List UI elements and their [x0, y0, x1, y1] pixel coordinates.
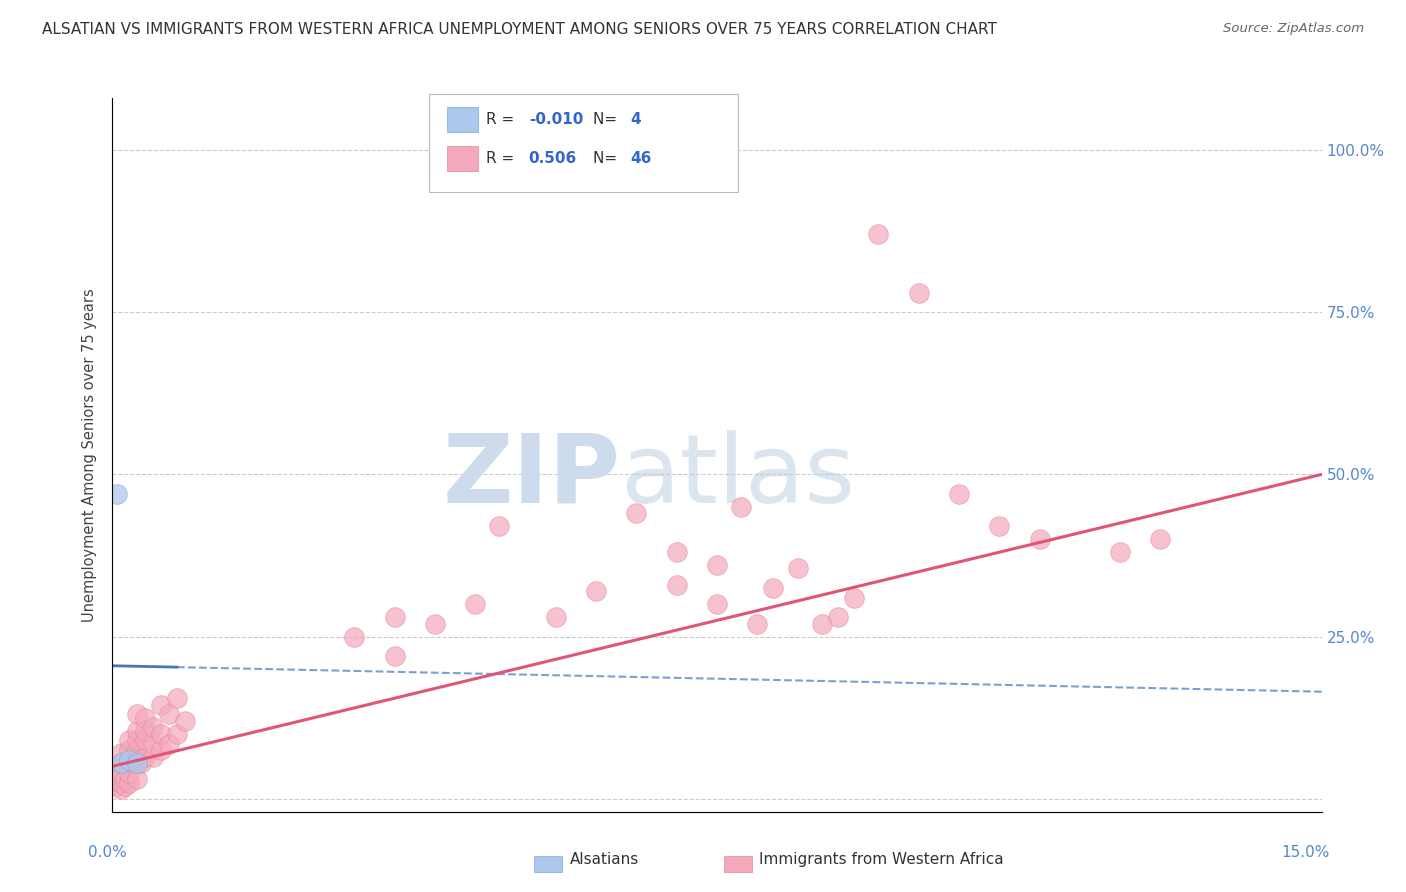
Point	[125, 772, 148, 787]
Point	[149, 727, 172, 741]
Point	[134, 723, 156, 738]
Point	[384, 610, 406, 624]
Point	[665, 545, 688, 559]
Text: 0.0%: 0.0%	[89, 845, 127, 860]
Point	[827, 610, 849, 624]
Text: N=: N=	[593, 112, 623, 127]
Point	[730, 500, 752, 514]
Point	[166, 691, 188, 706]
Point	[626, 506, 648, 520]
Point	[706, 597, 728, 611]
Point	[988, 519, 1011, 533]
Point	[105, 487, 128, 501]
Text: -0.010: -0.010	[529, 112, 583, 127]
Point	[907, 285, 929, 300]
Point	[157, 737, 180, 751]
Point	[125, 753, 148, 767]
Point	[117, 743, 139, 757]
Point	[117, 775, 139, 789]
Point	[142, 720, 165, 734]
Point	[142, 749, 165, 764]
Point	[1028, 533, 1050, 547]
Point	[110, 756, 132, 770]
Point	[174, 714, 197, 728]
Point	[423, 616, 446, 631]
Point	[110, 747, 132, 761]
Point	[488, 519, 510, 533]
Point	[129, 756, 152, 770]
Point	[125, 743, 148, 757]
Text: atlas: atlas	[620, 430, 855, 523]
Point	[110, 782, 132, 797]
Point	[114, 772, 136, 787]
Text: 0.506: 0.506	[529, 152, 576, 166]
Point	[125, 707, 148, 722]
Point	[105, 779, 128, 793]
Point	[343, 630, 366, 644]
Text: 46: 46	[630, 152, 651, 166]
Point	[842, 591, 865, 605]
Point	[948, 487, 970, 501]
Point	[117, 733, 139, 747]
Point	[142, 737, 165, 751]
Point	[868, 227, 890, 242]
Point	[811, 616, 834, 631]
Text: N=: N=	[593, 152, 623, 166]
Text: Source: ZipAtlas.com: Source: ZipAtlas.com	[1223, 22, 1364, 36]
Point	[585, 584, 607, 599]
Point	[121, 756, 143, 770]
Point	[706, 558, 728, 573]
Point	[464, 597, 486, 611]
Text: 15.0%: 15.0%	[1281, 845, 1330, 860]
Text: R =: R =	[486, 112, 520, 127]
Text: ZIP: ZIP	[443, 430, 620, 523]
Point	[125, 733, 148, 747]
Text: 4: 4	[630, 112, 641, 127]
Text: R =: R =	[486, 152, 520, 166]
Text: ALSATIAN VS IMMIGRANTS FROM WESTERN AFRICA UNEMPLOYMENT AMONG SENIORS OVER 75 YE: ALSATIAN VS IMMIGRANTS FROM WESTERN AFRI…	[42, 22, 997, 37]
Y-axis label: Unemployment Among Seniors over 75 years: Unemployment Among Seniors over 75 years	[82, 288, 97, 622]
Point	[110, 756, 132, 770]
Point	[157, 707, 180, 722]
Point	[1149, 533, 1171, 547]
Point	[110, 765, 132, 780]
Point	[134, 749, 156, 764]
Point	[134, 733, 156, 747]
Point	[747, 616, 769, 631]
Text: Alsatians: Alsatians	[569, 853, 638, 867]
Point	[134, 711, 156, 725]
Point	[1109, 545, 1132, 559]
Point	[117, 753, 139, 767]
Point	[166, 727, 188, 741]
Point	[384, 648, 406, 663]
Point	[786, 561, 808, 575]
Text: Immigrants from Western Africa: Immigrants from Western Africa	[759, 853, 1004, 867]
Point	[665, 577, 688, 591]
Point	[125, 723, 148, 738]
Point	[544, 610, 567, 624]
Point	[117, 765, 139, 780]
Point	[149, 743, 172, 757]
Point	[762, 581, 785, 595]
Point	[125, 756, 148, 770]
Point	[149, 698, 172, 712]
Point	[110, 775, 132, 789]
Point	[117, 753, 139, 767]
Point	[105, 772, 128, 787]
Point	[114, 779, 136, 793]
